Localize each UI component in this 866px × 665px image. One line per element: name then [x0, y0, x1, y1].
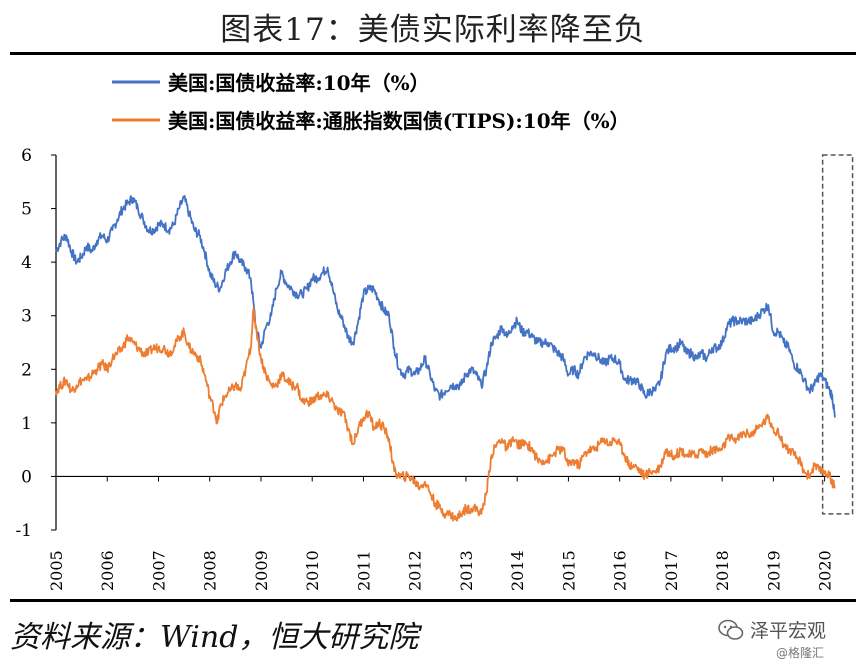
y-tick-label: 5 [21, 200, 32, 220]
y-tick-label: 1 [21, 414, 32, 434]
x-tick-label: 2012 [406, 550, 425, 591]
x-tick-label: 2019 [764, 550, 783, 591]
x-tick-label: 2014 [508, 550, 527, 591]
x-tick-label: 2005 [47, 550, 66, 591]
x-tick-label: 2016 [611, 550, 630, 591]
x-tick-label: 2007 [149, 550, 168, 591]
highlight-box [821, 154, 854, 515]
x-tick-label: 2010 [303, 550, 322, 591]
x-tick-label: 2009 [252, 550, 271, 591]
x-tick-label: 2015 [559, 550, 578, 591]
axes: 6 5 4 3 2 1 0 -1 2005 2006 2007 2008 2009 2010 2011 201… [15, 146, 840, 591]
y-tick-label: 4 [21, 253, 32, 273]
bottom-rule [10, 599, 856, 602]
y-tick-label: -1 [15, 521, 32, 541]
series-line [55, 195, 836, 418]
series-line [55, 306, 836, 522]
wechat-icon [718, 619, 744, 640]
y-tick-label: 3 [21, 307, 32, 327]
line-chart: 美国:国债收益率:10年（%） 美国:国债收益率:通胀指数国债(TIPS):10年… [15, 71, 854, 591]
watermark-text: 泽平宏观 [750, 620, 827, 642]
legend: 美国:国债收益率:10年（%） 美国:国债收益率:通胀指数国债(TIPS):10年… [112, 71, 630, 133]
highlight-rect [821, 154, 854, 515]
watermark-sub: @格隆汇 [776, 646, 825, 660]
y-tick-label: 0 [21, 467, 32, 487]
y-tick-label: 2 [21, 360, 32, 380]
series-lines [55, 195, 836, 522]
x-tick-label: 2018 [713, 550, 732, 591]
top-rule [10, 52, 856, 55]
x-tick-label: 2013 [457, 550, 476, 591]
x-tick-label: 2017 [662, 550, 681, 591]
x-tick-label: 2011 [354, 550, 373, 591]
x-tick-label: 2020 [816, 550, 835, 591]
legend-label: 美国:国债收益率:10年（%） [168, 71, 430, 95]
legend-label: 美国:国债收益率:通胀指数国债(TIPS):10年（%） [168, 109, 630, 133]
y-tick-label: 6 [21, 146, 32, 166]
x-tick-label: 2008 [201, 550, 220, 591]
source-note: 资料来源：Wind，恒大研究院 [10, 620, 419, 655]
x-tick-label: 2006 [98, 550, 117, 591]
watermark: 泽平宏观 [718, 616, 826, 643]
page-title: 图表17：美债实际利率降至负 [220, 12, 646, 48]
